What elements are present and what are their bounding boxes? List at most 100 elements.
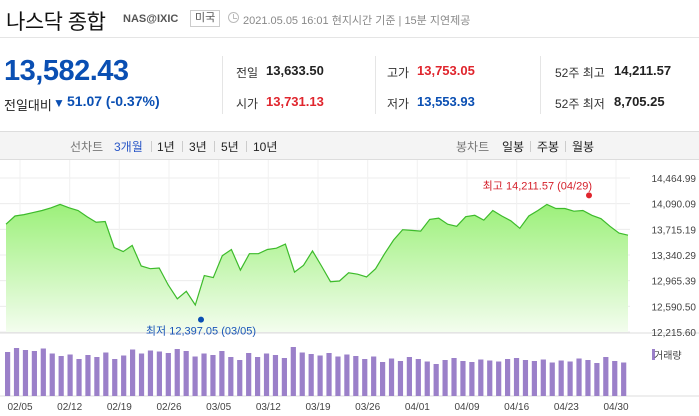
low-label: 저가	[387, 97, 410, 111]
x-tick-label: 03/12	[256, 402, 281, 413]
volume-bar	[397, 361, 404, 396]
volume-bar	[371, 356, 377, 396]
volume-bar	[335, 356, 341, 396]
y-tick-label: 12,965.39	[652, 277, 697, 288]
tab-period-5y[interactable]: 5년	[221, 140, 239, 154]
header: 나스닥 종합 NAS@IXIC 미국 2021.05.05 16:01 현지시간…	[0, 0, 699, 38]
tab-candle-daily[interactable]: 일봉	[502, 140, 525, 154]
volume-bar	[317, 355, 323, 396]
volume-bar	[496, 361, 502, 396]
volume-bar	[112, 359, 118, 396]
volume-bar	[567, 361, 573, 396]
volume-bar	[5, 352, 11, 396]
ticker-code: NAS@IXIC	[123, 13, 179, 25]
volume-bar	[58, 356, 64, 396]
clock-icon	[228, 12, 239, 23]
high-label: 고가	[387, 66, 410, 80]
volume-bar	[442, 360, 448, 396]
divider	[151, 141, 152, 152]
volume-bar	[326, 353, 332, 396]
tab-period-10y[interactable]: 10년	[253, 140, 278, 154]
high52-label: 52주 최고	[555, 66, 605, 80]
x-tick-label: 04/30	[603, 402, 628, 413]
current-price: 13,582.43	[4, 55, 129, 87]
x-tick-label: 04/01	[405, 402, 430, 413]
change-value: 51.07 (-0.37%)	[67, 93, 160, 109]
volume-legend-swatch	[652, 349, 655, 360]
prev-close-value: 13,633.50	[266, 63, 324, 78]
market-badge: 미국	[190, 10, 221, 27]
volume-bar	[621, 362, 627, 396]
volume-bar	[344, 354, 350, 396]
volume-bar	[531, 361, 537, 396]
volume-bar	[513, 358, 520, 396]
y-tick-label: 12,590.50	[652, 302, 697, 313]
volume-bar	[362, 359, 368, 396]
divider	[565, 141, 566, 152]
volume-bar	[415, 359, 421, 396]
x-tick-label: 02/12	[57, 402, 82, 413]
volume-bar	[353, 356, 359, 396]
y-tick-label: 13,715.19	[652, 225, 697, 236]
tab-period-3y[interactable]: 3년	[189, 140, 207, 154]
volume-bar	[406, 357, 412, 396]
volume-legend: 거래량	[654, 351, 682, 362]
volume-bar	[469, 362, 475, 396]
x-tick-label: 03/19	[305, 402, 330, 413]
volume-bar	[13, 348, 20, 396]
y-tick-label: 12,215.60	[652, 328, 697, 339]
divider	[530, 141, 531, 152]
volume-bar	[183, 351, 189, 396]
y-tick-label: 13,340.29	[652, 251, 697, 262]
tab-period-1y[interactable]: 1년	[157, 140, 175, 154]
x-tick-label: 03/05	[206, 402, 231, 413]
low52-label: 52주 최저	[555, 97, 605, 111]
volume-bar	[281, 358, 287, 396]
tab-period-3m[interactable]: 3개월	[114, 140, 143, 154]
low-marker	[198, 316, 204, 323]
page-title: 나스닥 종합	[6, 11, 106, 34]
timestamp: 2021.05.05 16:01 현지시간 기준 | 15분 지연제공	[243, 15, 471, 27]
volume-bar	[228, 357, 234, 396]
volume-bar	[67, 354, 73, 396]
volume-bar	[255, 357, 261, 396]
volume-bar	[156, 351, 162, 396]
volume-bar	[558, 360, 564, 396]
low-annotation: 최저 12,397.05 (03/05)	[146, 325, 256, 338]
volume-bar	[22, 350, 29, 396]
price-chart[interactable]: 14,464.99 14,090.09 13,715.19 13,340.29 12,9…	[0, 160, 699, 416]
volume-bar	[192, 356, 198, 396]
divider	[246, 141, 247, 152]
volume-bar	[201, 353, 207, 396]
high-marker	[586, 192, 592, 199]
divider	[214, 141, 215, 152]
volume-bar	[290, 347, 296, 396]
volume-bar	[380, 362, 386, 396]
tab-candle-monthly[interactable]: 월봉	[572, 140, 595, 154]
volume-bar	[165, 353, 171, 396]
tab-candle-weekly[interactable]: 주봉	[537, 140, 560, 154]
volume-bar	[612, 361, 618, 396]
x-tick-label: 02/26	[156, 402, 181, 413]
down-arrow-icon: ▼	[53, 96, 65, 110]
volume-bar	[85, 355, 91, 396]
volume-bar	[594, 363, 600, 396]
open-label: 시가	[236, 97, 259, 111]
volume-bar	[94, 357, 100, 396]
open-value: 13,731.13	[266, 94, 324, 109]
volume-bar	[505, 359, 511, 396]
volume-bar	[130, 349, 136, 396]
x-tick-label: 03/26	[355, 402, 380, 413]
volume-bar	[219, 351, 225, 396]
volume-bar	[576, 358, 582, 396]
volume-bar	[522, 360, 529, 396]
high52-value: 14,211.57	[614, 63, 672, 78]
price-line	[5, 203, 629, 307]
volume-bar	[121, 355, 127, 396]
chart-tab-bar: 선차트 3개월 1년 3년 5년 10년 봉차트 일봉 주봉 월봉	[0, 131, 699, 160]
volume-bar	[210, 355, 216, 396]
low-value: 13,553.93	[417, 94, 475, 109]
volume-bar	[540, 359, 546, 396]
price-area	[6, 204, 628, 332]
volume-bar	[272, 355, 279, 396]
